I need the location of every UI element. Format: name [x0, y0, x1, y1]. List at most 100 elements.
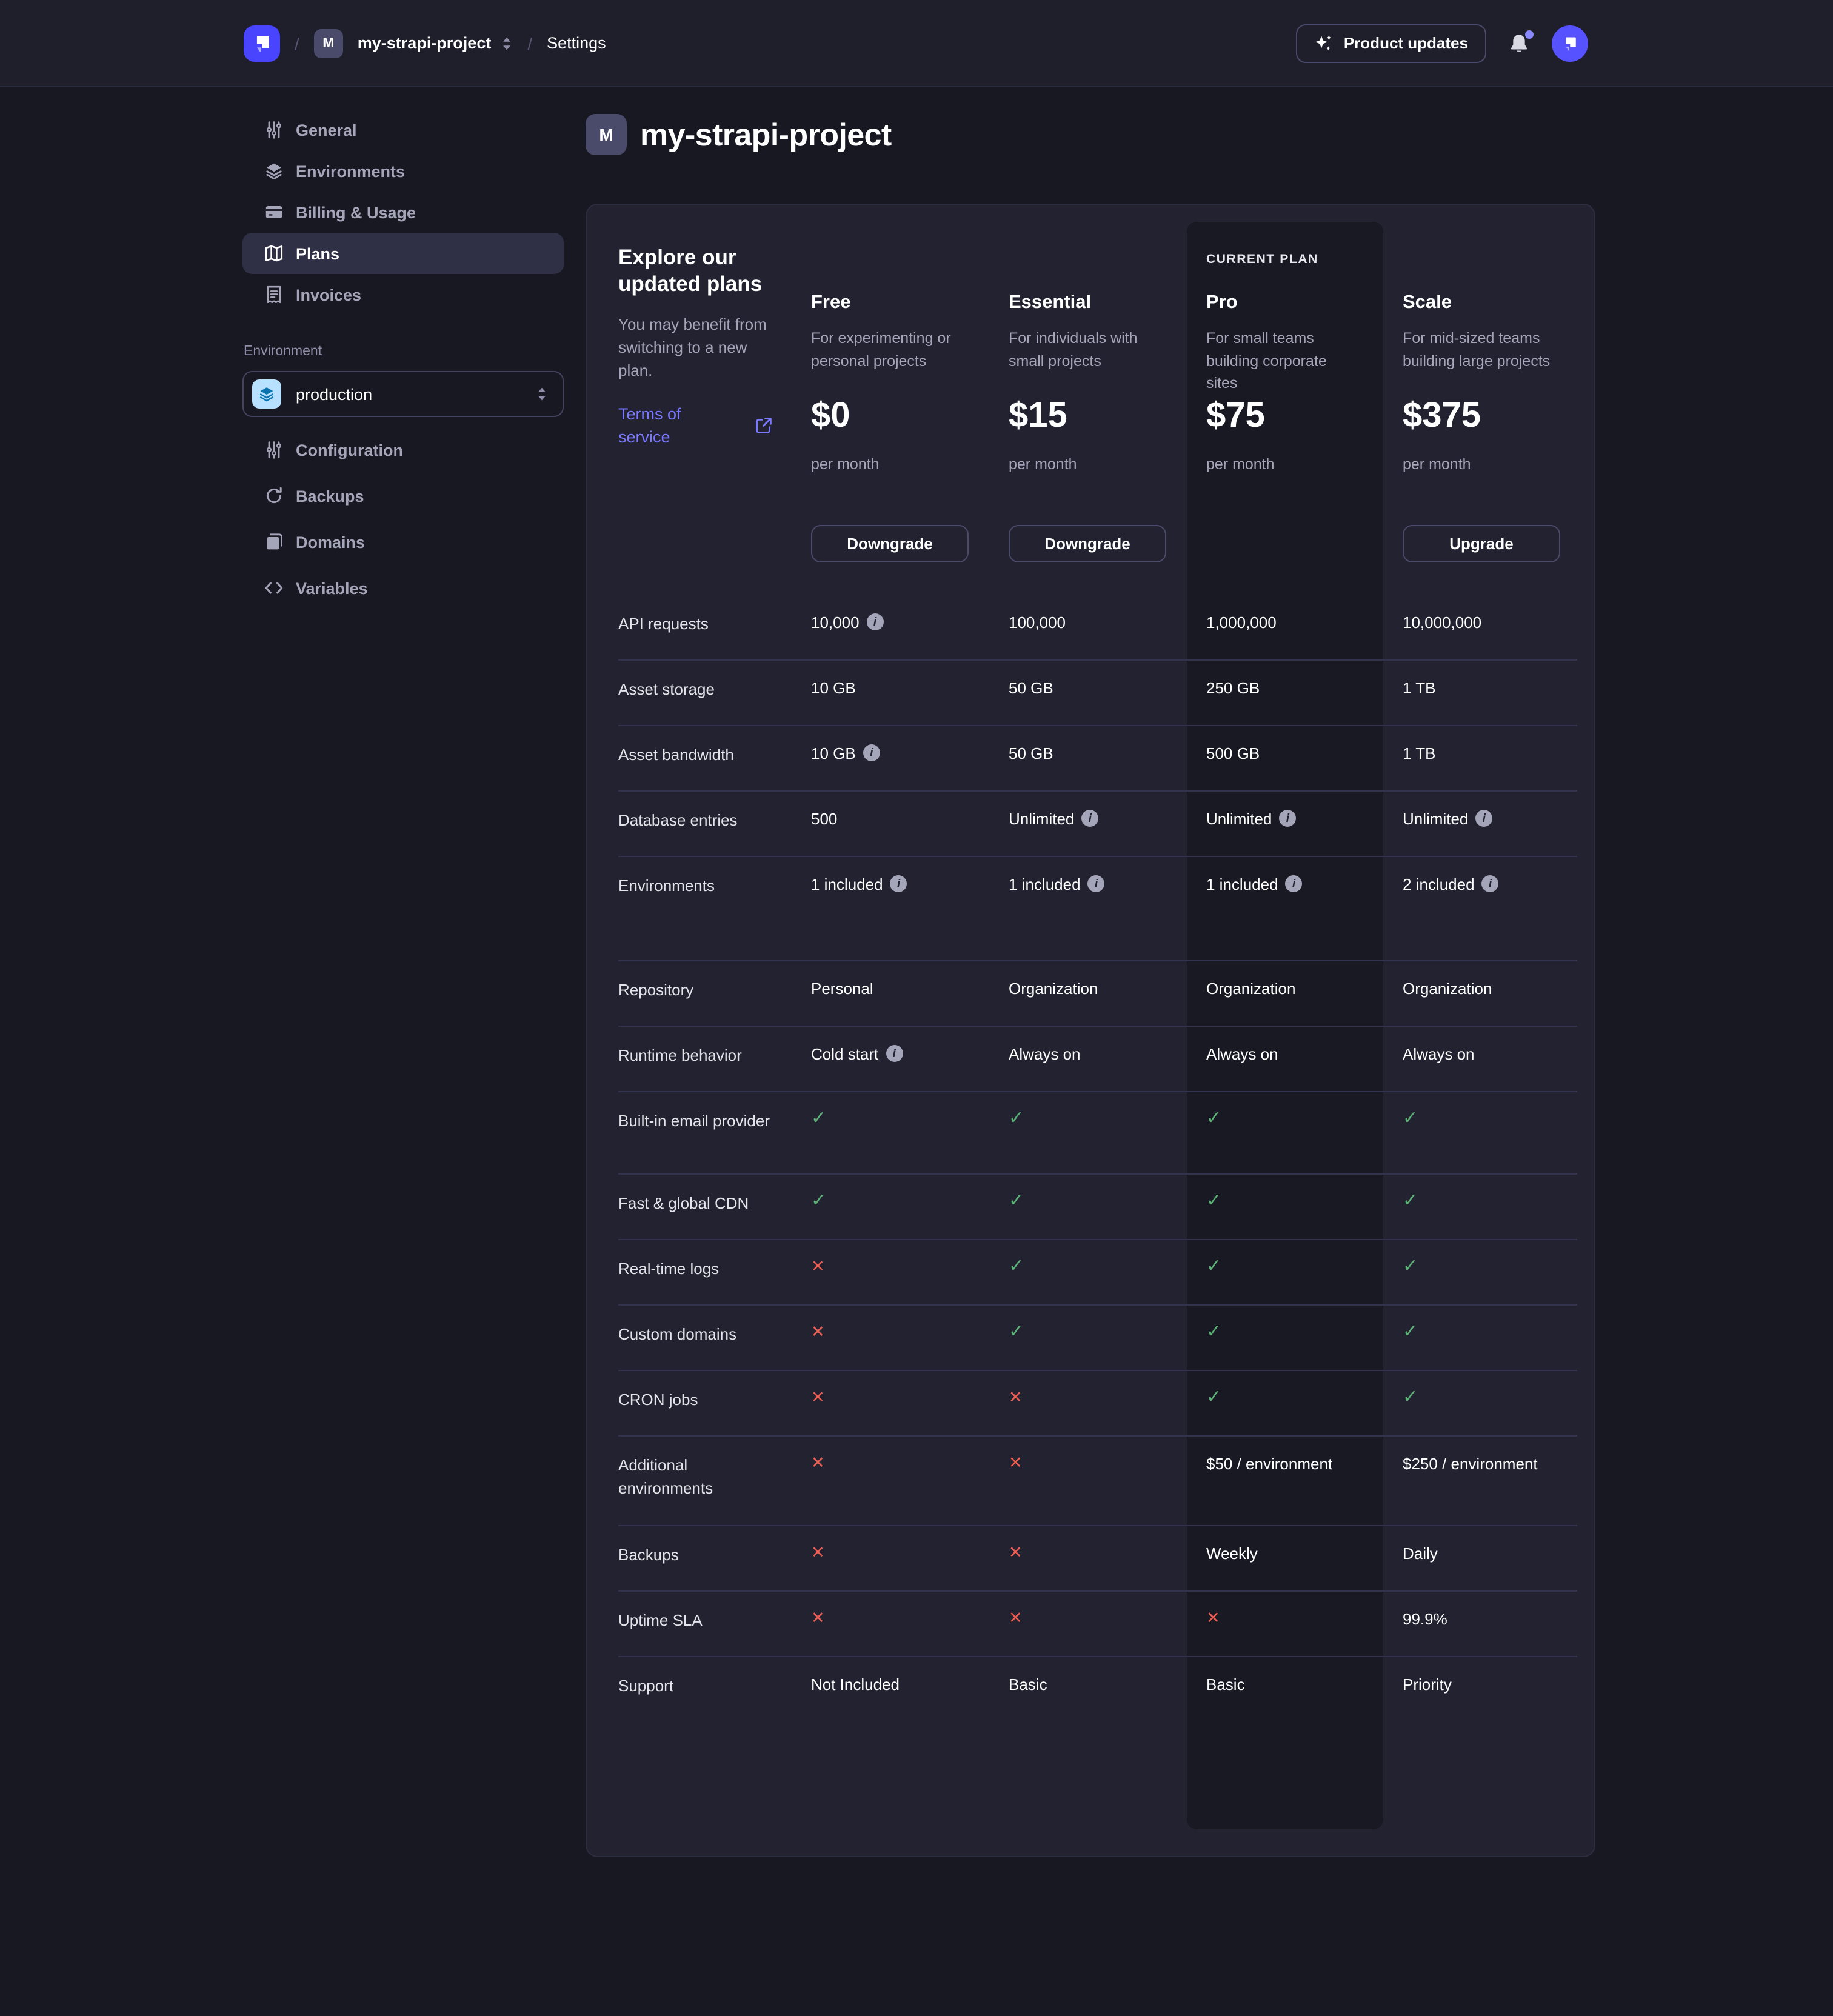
feature-value: Weekly — [1206, 1544, 1258, 1563]
feature-label: CRON jobs — [618, 1390, 698, 1409]
cross-icon: ✕ — [1206, 1609, 1220, 1627]
feature-value: 1 included i — [811, 874, 1009, 960]
feature-value: Unlimited i — [1009, 809, 1206, 856]
terms-link[interactable]: Terms of service — [618, 405, 681, 446]
info-icon[interactable]: i — [863, 744, 880, 761]
sidebar-item-label: Billing & Usage — [296, 203, 416, 221]
sidebar-item-label: Invoices — [296, 285, 362, 304]
sidebar-item-invoices[interactable]: Invoices — [242, 274, 564, 315]
downgrade-free-button[interactable]: Downgrade — [811, 525, 969, 562]
info-icon[interactable]: i — [1087, 875, 1105, 892]
plan-price: $375 — [1403, 396, 1481, 435]
info-icon[interactable]: i — [890, 875, 907, 892]
feature-value: ✓ — [1009, 1109, 1206, 1173]
feature-value: 50 GB — [1009, 679, 1053, 697]
upgrade-scale-button[interactable]: Upgrade — [1403, 525, 1560, 562]
strapi-logo[interactable] — [244, 25, 280, 61]
project-switcher[interactable]: my-strapi-project — [358, 33, 513, 53]
feature-value: 100,000 — [1009, 613, 1066, 632]
strapi-logo-icon — [256, 35, 269, 52]
feature-value: Unlimited i — [1206, 809, 1403, 856]
feature-row-asset-bandwidth: Asset bandwidth 10 GB i 50 GB 500 GB 1 TB — [618, 726, 1577, 792]
product-updates-button[interactable]: Product updates — [1296, 24, 1486, 62]
plans-card: CURRENT PLAN Explore our updated plans Y… — [586, 204, 1595, 1857]
check-icon: ✓ — [1206, 1321, 1222, 1342]
feature-value: 500 GB — [1206, 744, 1260, 763]
sidebar-item-domains[interactable]: Domains — [242, 519, 564, 565]
sidebar-item-backups[interactable]: Backups — [242, 473, 564, 519]
feature-label: Backups — [618, 1546, 679, 1564]
info-icon[interactable]: i — [1285, 875, 1303, 892]
feature-label: Runtime behavior — [618, 1046, 742, 1064]
feature-value: ✕ — [1009, 1454, 1206, 1525]
check-icon: ✓ — [1403, 1321, 1418, 1342]
feature-value: 50 GB — [1009, 744, 1053, 763]
sliders-icon — [264, 120, 284, 139]
plan-column-free: Free For experimenting or personal proje… — [811, 244, 1009, 595]
sidebar-item-environments[interactable]: Environments — [242, 150, 564, 192]
feature-row-database-entries: Database entries 500 Unlimited i Unlimite… — [618, 792, 1577, 857]
info-icon[interactable]: i — [1481, 875, 1499, 892]
external-link-icon[interactable] — [754, 416, 773, 435]
check-icon: ✓ — [1206, 1108, 1222, 1129]
sidebar-item-general[interactable]: General — [242, 109, 564, 150]
environment-label: Environment — [244, 344, 322, 359]
feature-value: Personal — [811, 980, 873, 998]
avatar-logo-icon — [1566, 36, 1576, 50]
feature-row-asset-storage: Asset storage 10 GB 50 GB 250 GB 1 TB — [618, 661, 1577, 726]
notifications-bell[interactable] — [1508, 30, 1534, 54]
feature-value: ✓ — [1009, 1322, 1206, 1370]
current-plan-label: CURRENT PLAN — [1206, 252, 1318, 267]
plans-header: Explore our updated plans You may benefi… — [618, 205, 1577, 595]
plan-period: per month — [1206, 456, 1275, 473]
feature-value: 99.9% — [1403, 1610, 1447, 1628]
notification-dot — [1525, 30, 1534, 38]
cross-icon: ✕ — [811, 1543, 825, 1561]
cross-icon: ✕ — [1009, 1543, 1023, 1561]
feature-row-api-requests: API requests 10,000 i 100,000 1,000,000 1… — [618, 595, 1577, 661]
sidebar-item-configuration[interactable]: Configuration — [242, 427, 564, 473]
sidebar-item-billing-usage[interactable]: Billing & Usage — [242, 192, 564, 233]
sidebar-item-label: Environments — [296, 162, 406, 180]
feature-value: ✓ — [811, 1191, 1009, 1239]
environment-select[interactable]: production — [242, 371, 564, 417]
receipt-icon — [264, 285, 284, 304]
user-avatar[interactable] — [1552, 25, 1588, 61]
chevron-updown-icon — [538, 387, 546, 401]
feature-value: 2 included i — [1403, 874, 1577, 960]
info-icon[interactable]: i — [1279, 810, 1297, 827]
plan-price: $0 — [811, 396, 850, 435]
feature-value: ✓ — [1206, 1387, 1403, 1435]
feature-label: Database entries — [618, 811, 738, 829]
info-icon[interactable]: i — [1081, 810, 1099, 827]
feature-value: 250 GB — [1206, 679, 1260, 697]
feature-row-additional-environments: Additional environments ✕ ✕ $50 / enviro… — [618, 1437, 1577, 1526]
feature-value: Cold start i — [811, 1044, 1009, 1091]
feature-row-cron-jobs: CRON jobs ✕ ✕ ✓ ✓ — [618, 1371, 1577, 1437]
info-icon[interactable]: i — [866, 613, 884, 630]
chevron-updown-icon — [503, 36, 511, 50]
check-icon: ✓ — [1009, 1108, 1024, 1129]
feature-label: Support — [618, 1677, 674, 1695]
sidebar-item-label: Variables — [296, 579, 368, 597]
feature-value: 1 included i — [1009, 874, 1206, 960]
breadcrumb-settings[interactable]: Settings — [547, 34, 606, 52]
sidebar-item-variables[interactable]: Variables — [242, 565, 564, 611]
info-icon[interactable]: i — [1475, 810, 1493, 827]
feature-value: $50 / environment — [1206, 1455, 1333, 1473]
downgrade-essential-button[interactable]: Downgrade — [1009, 525, 1166, 562]
feature-value: ✕ — [811, 1257, 1009, 1304]
feature-row-real-time-logs: Real-time logs ✕ ✓ ✓ ✓ — [618, 1240, 1577, 1306]
plan-name: Free — [811, 292, 851, 313]
feature-label: Repository — [618, 981, 694, 999]
cross-icon: ✕ — [1009, 1454, 1023, 1472]
plan-period: per month — [1403, 456, 1471, 473]
cross-icon: ✕ — [1009, 1609, 1023, 1627]
feature-value: 10 GB — [811, 679, 856, 697]
info-icon[interactable]: i — [886, 1045, 903, 1062]
feature-label: Environments — [618, 876, 715, 895]
cross-icon: ✕ — [811, 1609, 825, 1627]
sliders-icon — [264, 440, 284, 459]
check-icon: ✓ — [811, 1108, 827, 1129]
sidebar-item-plans[interactable]: Plans — [242, 233, 564, 274]
